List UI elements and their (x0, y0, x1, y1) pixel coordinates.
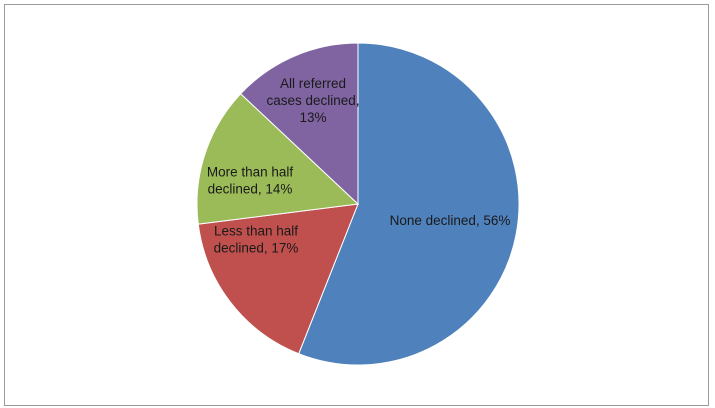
pie-slice-1 (197, 203, 359, 355)
pie-slice-label-3: All referred cases declined, 13% (266, 76, 359, 125)
pie-slice-label-0: None declined, 56% (390, 213, 511, 228)
pie-slice-3 (239, 42, 359, 206)
pie-slice-label-line: 13% (299, 110, 326, 125)
pie-slice-label-line: declined, 14% (208, 182, 293, 197)
pie-slice-label-line: Less than half (214, 224, 298, 239)
pie-slice-label-line: All referred (280, 76, 346, 91)
pie-slice-label-line: declined, 17% (214, 241, 299, 256)
pie-slice-0 (298, 42, 520, 366)
pie-slice-label-line: cases declined, (266, 93, 359, 108)
pie-slice-label-line: None declined, 56% (390, 213, 511, 228)
pie-slice-label-1: Less than half declined, 17% (214, 224, 299, 256)
pie-slice-label-2: More than half declined, 14% (207, 165, 294, 197)
pie-slice-label-line: More than half (207, 165, 294, 180)
pie-slice-2 (196, 93, 360, 225)
